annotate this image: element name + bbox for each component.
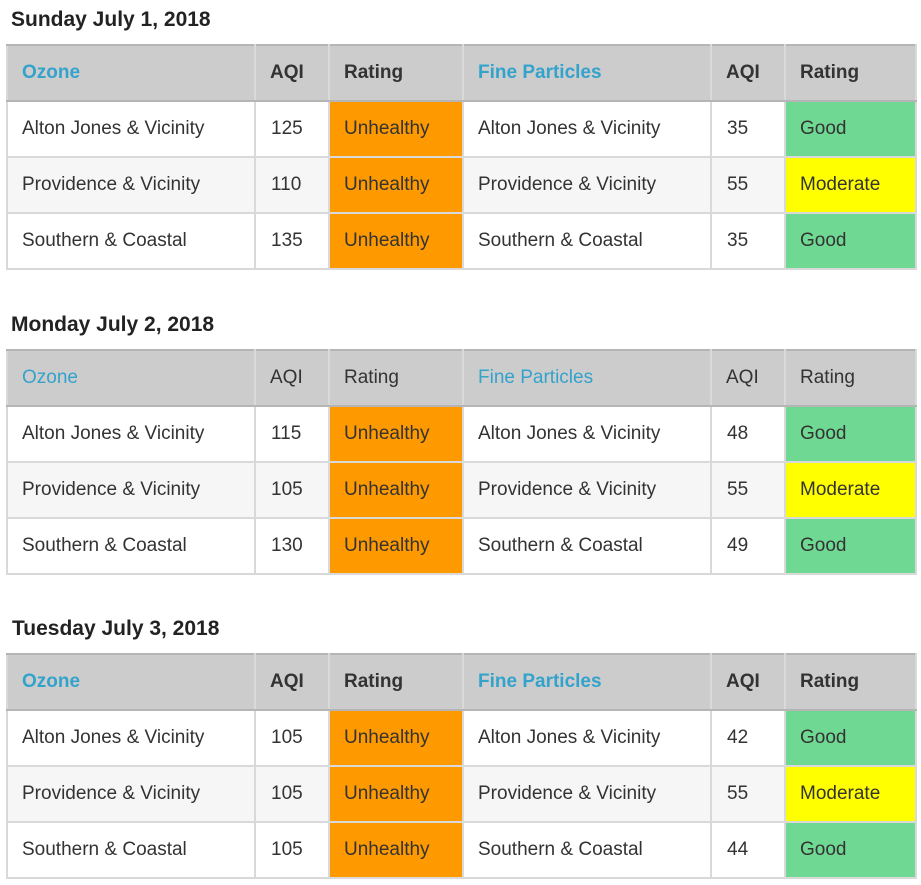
- day-title: Sunday July 1, 2018: [11, 8, 211, 31]
- table-header-row: Ozone AQI Rating Fine Particles AQI Rati…: [6, 44, 917, 102]
- table-row: Alton Jones & Vicinity 125 Unhealthy Alt…: [6, 100, 917, 158]
- ozone-aqi-cell: 110: [254, 156, 330, 214]
- pm-area-cell: Alton Jones & Vicinity: [462, 709, 712, 767]
- pm-rating-cell: Good: [784, 709, 917, 767]
- ozone-rating-cell: Unhealthy: [328, 709, 464, 767]
- table-row: Alton Jones & Vicinity 105 Unhealthy Alt…: [6, 709, 917, 767]
- table-row: Providence & Vicinity 105 Unhealthy Prov…: [6, 765, 917, 823]
- pm-aqi-cell: 55: [710, 461, 786, 519]
- pm-rating-cell: Good: [784, 821, 917, 879]
- pm-aqi-column-header: AQI: [710, 653, 786, 711]
- aqi-forecast-table: Ozone AQI Rating Fine Particles AQI Rati…: [6, 44, 917, 270]
- pm-area-cell: Alton Jones & Vicinity: [462, 100, 712, 158]
- ozone-aqi-cell: 130: [254, 517, 330, 575]
- pm-aqi-cell: 49: [710, 517, 786, 575]
- ozone-aqi-cell: 105: [254, 821, 330, 879]
- ozone-aqi-cell: 105: [254, 461, 330, 519]
- pm-aqi-cell: 55: [710, 765, 786, 823]
- ozone-rating-cell: Unhealthy: [328, 212, 464, 270]
- ozone-rating-cell: Unhealthy: [328, 765, 464, 823]
- pm-area-cell: Southern & Coastal: [462, 517, 712, 575]
- pm-rating-cell: Good: [784, 517, 917, 575]
- pm-rating-cell: Moderate: [784, 765, 917, 823]
- ozone-rating-column-header: Rating: [328, 653, 464, 711]
- ozone-column-header: Ozone: [6, 44, 256, 102]
- pm-aqi-cell: 48: [710, 405, 786, 463]
- table-row: Southern & Coastal 130 Unhealthy Souther…: [6, 517, 917, 575]
- pm-area-cell: Providence & Vicinity: [462, 156, 712, 214]
- fine-particles-column-header: Fine Particles: [462, 44, 712, 102]
- table-row: Providence & Vicinity 110 Unhealthy Prov…: [6, 156, 917, 214]
- pm-area-cell: Providence & Vicinity: [462, 461, 712, 519]
- pm-rating-cell: Good: [784, 405, 917, 463]
- pm-aqi-cell: 42: [710, 709, 786, 767]
- ozone-area-cell: Southern & Coastal: [6, 821, 256, 879]
- ozone-column-header: Ozone: [6, 653, 256, 711]
- ozone-column-header: Ozone: [6, 349, 256, 407]
- pm-rating-column-header: Rating: [784, 349, 917, 407]
- ozone-area-cell: Providence & Vicinity: [6, 156, 256, 214]
- ozone-rating-column-header: Rating: [328, 44, 464, 102]
- pm-rating-cell: Good: [784, 212, 917, 270]
- ozone-area-cell: Southern & Coastal: [6, 517, 256, 575]
- pm-aqi-column-header: AQI: [710, 349, 786, 407]
- pm-area-cell: Southern & Coastal: [462, 821, 712, 879]
- ozone-rating-cell: Unhealthy: [328, 100, 464, 158]
- day-title: Monday July 2, 2018: [11, 313, 215, 336]
- ozone-area-cell: Alton Jones & Vicinity: [6, 100, 256, 158]
- pm-aqi-cell: 35: [710, 100, 786, 158]
- table-row: Alton Jones & Vicinity 115 Unhealthy Alt…: [6, 405, 917, 463]
- pm-area-cell: Alton Jones & Vicinity: [462, 405, 712, 463]
- aqi-forecast-table: Ozone AQI Rating Fine Particles AQI Rati…: [6, 349, 917, 575]
- ozone-rating-cell: Unhealthy: [328, 405, 464, 463]
- table-row: Southern & Coastal 135 Unhealthy Souther…: [6, 212, 917, 270]
- ozone-area-cell: Providence & Vicinity: [6, 765, 256, 823]
- ozone-aqi-column-header: AQI: [254, 44, 330, 102]
- fine-particles-column-header: Fine Particles: [462, 349, 712, 407]
- ozone-area-cell: Southern & Coastal: [6, 212, 256, 270]
- ozone-aqi-cell: 135: [254, 212, 330, 270]
- pm-area-cell: Providence & Vicinity: [462, 765, 712, 823]
- pm-rating-cell: Moderate: [784, 156, 917, 214]
- aqi-forecast-table: Ozone AQI Rating Fine Particles AQI Rati…: [6, 653, 917, 879]
- pm-aqi-cell: 55: [710, 156, 786, 214]
- ozone-rating-cell: Unhealthy: [328, 821, 464, 879]
- ozone-rating-cell: Unhealthy: [328, 517, 464, 575]
- pm-rating-column-header: Rating: [784, 44, 917, 102]
- day-title: Tuesday July 3, 2018: [12, 617, 220, 640]
- table-row: Providence & Vicinity 105 Unhealthy Prov…: [6, 461, 917, 519]
- ozone-area-cell: Alton Jones & Vicinity: [6, 405, 256, 463]
- pm-aqi-cell: 35: [710, 212, 786, 270]
- ozone-rating-cell: Unhealthy: [328, 461, 464, 519]
- table-header-row: Ozone AQI Rating Fine Particles AQI Rati…: [6, 653, 917, 711]
- ozone-rating-cell: Unhealthy: [328, 156, 464, 214]
- ozone-aqi-column-header: AQI: [254, 349, 330, 407]
- pm-rating-cell: Good: [784, 100, 917, 158]
- pm-area-cell: Southern & Coastal: [462, 212, 712, 270]
- pm-rating-cell: Moderate: [784, 461, 917, 519]
- ozone-aqi-cell: 105: [254, 709, 330, 767]
- pm-rating-column-header: Rating: [784, 653, 917, 711]
- ozone-aqi-column-header: AQI: [254, 653, 330, 711]
- ozone-rating-column-header: Rating: [328, 349, 464, 407]
- pm-aqi-cell: 44: [710, 821, 786, 879]
- ozone-aqi-cell: 115: [254, 405, 330, 463]
- ozone-area-cell: Alton Jones & Vicinity: [6, 709, 256, 767]
- pm-aqi-column-header: AQI: [710, 44, 786, 102]
- fine-particles-column-header: Fine Particles: [462, 653, 712, 711]
- ozone-aqi-cell: 125: [254, 100, 330, 158]
- table-header-row: Ozone AQI Rating Fine Particles AQI Rati…: [6, 349, 917, 407]
- ozone-area-cell: Providence & Vicinity: [6, 461, 256, 519]
- table-row: Southern & Coastal 105 Unhealthy Souther…: [6, 821, 917, 879]
- ozone-aqi-cell: 105: [254, 765, 330, 823]
